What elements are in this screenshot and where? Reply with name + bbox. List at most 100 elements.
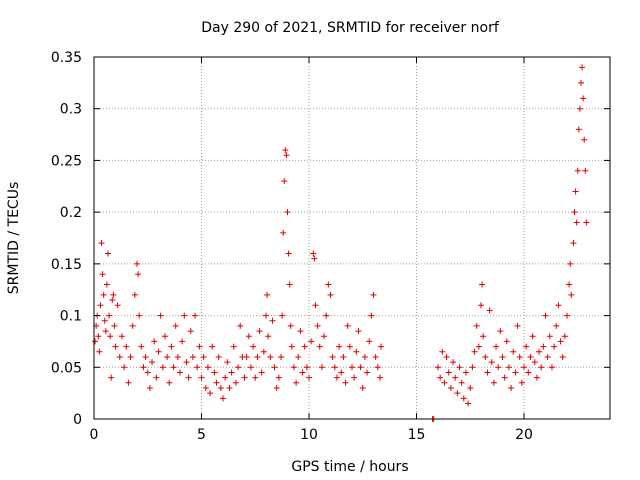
data-point bbox=[355, 328, 362, 335]
data-point bbox=[516, 353, 523, 360]
chart-title: Day 290 of 2021, SRMTID for receiver nor… bbox=[201, 20, 500, 36]
data-point bbox=[531, 359, 538, 366]
data-point bbox=[575, 126, 582, 133]
y-tick-label: 0.15 bbox=[51, 257, 82, 273]
data-point bbox=[194, 364, 201, 371]
data-point bbox=[245, 333, 252, 340]
data-point bbox=[518, 379, 525, 386]
y-tick-label: 0.1 bbox=[60, 309, 82, 325]
data-point bbox=[523, 343, 530, 350]
data-point bbox=[230, 343, 237, 350]
data-point bbox=[280, 229, 287, 236]
data-point bbox=[228, 369, 235, 376]
data-point bbox=[224, 359, 231, 366]
data-point bbox=[241, 374, 248, 381]
data-point bbox=[510, 348, 517, 355]
plot-frame bbox=[93, 56, 611, 420]
data-point bbox=[460, 395, 467, 402]
data-point bbox=[247, 364, 254, 371]
data-point bbox=[278, 353, 285, 360]
data-point bbox=[359, 384, 366, 391]
data-point bbox=[321, 333, 328, 340]
data-point bbox=[181, 312, 188, 319]
data-point bbox=[174, 353, 181, 360]
data-point bbox=[577, 79, 584, 86]
data-point bbox=[574, 167, 581, 174]
data-point bbox=[351, 374, 358, 381]
data-point bbox=[275, 374, 282, 381]
data-point bbox=[157, 312, 164, 319]
data-point bbox=[566, 281, 573, 288]
data-point bbox=[582, 167, 589, 174]
data-point bbox=[235, 364, 242, 371]
data-point bbox=[100, 291, 107, 298]
data-point bbox=[153, 374, 160, 381]
data-point bbox=[475, 343, 482, 350]
data-point bbox=[342, 379, 349, 386]
data-point bbox=[551, 343, 558, 350]
data-point bbox=[533, 374, 540, 381]
data-point bbox=[140, 364, 147, 371]
data-point bbox=[185, 374, 192, 381]
data-point bbox=[311, 255, 318, 262]
data-point bbox=[279, 312, 286, 319]
x-tick-label: 0 bbox=[90, 427, 99, 443]
data-point bbox=[458, 379, 465, 386]
data-point bbox=[226, 384, 233, 391]
x-axis-label: GPS time / hours bbox=[291, 459, 408, 475]
y-tick-label: 0.25 bbox=[51, 153, 82, 169]
data-point bbox=[325, 281, 332, 288]
data-point bbox=[149, 359, 156, 366]
data-point bbox=[232, 379, 239, 386]
data-point bbox=[286, 281, 293, 288]
y-tick-label: 0.35 bbox=[51, 50, 82, 66]
data-point bbox=[269, 317, 276, 324]
data-point bbox=[368, 312, 375, 319]
data-point bbox=[260, 348, 267, 355]
y-tick-label: 0.2 bbox=[60, 205, 82, 221]
data-point bbox=[202, 384, 209, 391]
data-point bbox=[287, 322, 294, 329]
data-point bbox=[263, 312, 269, 319]
data-point bbox=[521, 364, 527, 371]
data-point bbox=[542, 312, 549, 319]
data-point bbox=[110, 291, 117, 298]
data-point bbox=[118, 333, 125, 340]
data-point bbox=[293, 379, 300, 386]
data-point bbox=[572, 188, 579, 195]
data-point bbox=[456, 364, 463, 371]
data-point bbox=[196, 343, 203, 350]
data-point bbox=[508, 384, 515, 391]
y-axis-label: SRMTID / TECUs bbox=[6, 182, 22, 295]
y-tick-label: 0.3 bbox=[60, 102, 82, 118]
data-point bbox=[155, 348, 162, 355]
data-point bbox=[318, 364, 325, 371]
data-point bbox=[211, 369, 218, 376]
data-point bbox=[370, 291, 377, 298]
data-point bbox=[349, 364, 355, 371]
data-point bbox=[493, 343, 500, 350]
data-point bbox=[161, 333, 168, 340]
data-point bbox=[256, 328, 263, 335]
data-point bbox=[505, 364, 512, 371]
data-point bbox=[445, 369, 452, 376]
data-point bbox=[129, 322, 136, 329]
data-point bbox=[177, 369, 183, 376]
data-point bbox=[514, 322, 521, 329]
data-point bbox=[159, 364, 166, 371]
data-point bbox=[469, 364, 476, 371]
data-point bbox=[495, 364, 502, 371]
data-point bbox=[479, 281, 486, 288]
data-point bbox=[301, 343, 308, 350]
data-point bbox=[571, 209, 578, 216]
data-point bbox=[443, 353, 450, 360]
data-point bbox=[327, 291, 334, 298]
data-point bbox=[198, 374, 205, 381]
data-point bbox=[310, 250, 317, 257]
data-point bbox=[213, 379, 220, 386]
data-point bbox=[546, 333, 553, 340]
data-point bbox=[376, 374, 383, 381]
data-point bbox=[452, 374, 459, 381]
data-point bbox=[290, 364, 297, 371]
